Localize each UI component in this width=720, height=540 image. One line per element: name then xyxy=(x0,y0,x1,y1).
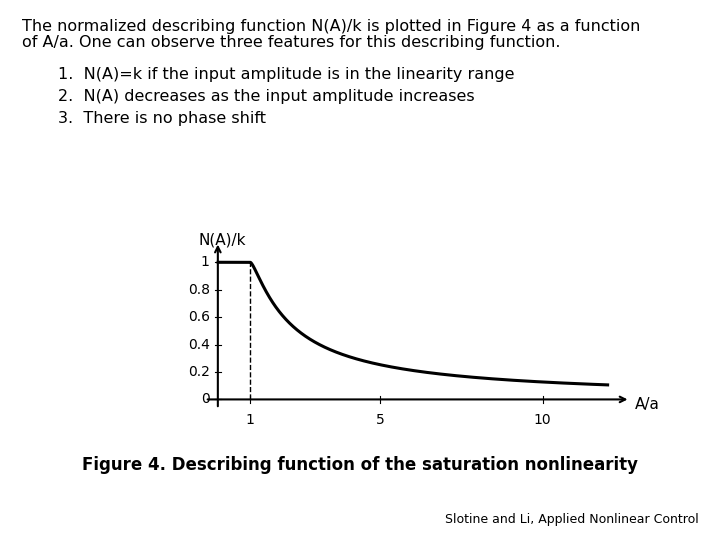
Text: A/a: A/a xyxy=(635,397,660,413)
Text: 1: 1 xyxy=(201,255,210,269)
Text: Slotine and Li, Applied Nonlinear Control: Slotine and Li, Applied Nonlinear Contro… xyxy=(445,514,698,526)
Text: 0.6: 0.6 xyxy=(188,310,210,324)
Text: of A/a. One can observe three features for this describing function.: of A/a. One can observe three features f… xyxy=(22,35,560,50)
Text: 1: 1 xyxy=(246,413,255,427)
Text: The normalized describing function N(A)/k is plotted in Figure 4 as a function: The normalized describing function N(A)/… xyxy=(22,19,640,34)
Text: 0: 0 xyxy=(201,393,210,407)
Text: Figure 4. Describing function of the saturation nonlinearity: Figure 4. Describing function of the sat… xyxy=(82,456,638,474)
Text: 0.8: 0.8 xyxy=(188,283,210,296)
Text: 10: 10 xyxy=(534,413,552,427)
Text: 0.2: 0.2 xyxy=(188,365,210,379)
Text: 5: 5 xyxy=(376,413,384,427)
Text: 3.  There is no phase shift: 3. There is no phase shift xyxy=(58,111,266,126)
Text: N(A)/k: N(A)/k xyxy=(198,233,246,248)
Text: 0.4: 0.4 xyxy=(188,338,210,352)
Text: 2.  N(A) decreases as the input amplitude increases: 2. N(A) decreases as the input amplitude… xyxy=(58,89,474,104)
Text: 1.  N(A)=k if the input amplitude is in the linearity range: 1. N(A)=k if the input amplitude is in t… xyxy=(58,68,514,83)
